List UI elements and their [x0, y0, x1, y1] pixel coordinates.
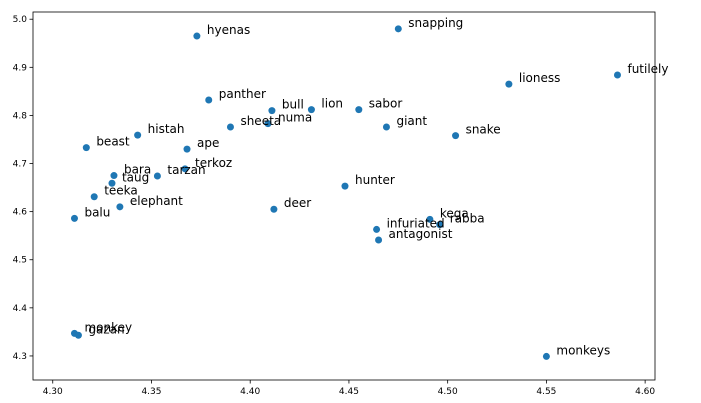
- x-tick-label: 4.30: [43, 387, 63, 397]
- data-point: [70, 214, 78, 222]
- point-label: bull: [282, 98, 304, 112]
- data-point: [373, 225, 381, 233]
- y-tick-label: 4.9: [13, 63, 28, 73]
- data-point: [116, 203, 124, 211]
- point-label: futilely: [627, 62, 668, 76]
- data-point: [82, 144, 90, 152]
- x-tick-label: 4.45: [339, 387, 359, 397]
- data-point: [436, 221, 444, 229]
- point-label: snake: [466, 123, 501, 137]
- data-point: [268, 107, 276, 115]
- point-label: sheeta: [240, 114, 281, 128]
- data-point: [270, 205, 278, 213]
- data-point: [134, 131, 142, 139]
- point-label: monkey: [84, 320, 132, 334]
- data-point: [226, 123, 234, 131]
- y-tick-label: 4.7: [13, 160, 27, 170]
- x-tick-label: 4.40: [240, 387, 260, 397]
- point-label: ape: [197, 136, 219, 150]
- point-label: gazan: [88, 322, 124, 336]
- data-point: [193, 32, 201, 40]
- plot-frame: [32, 11, 656, 381]
- data-point: [183, 145, 191, 153]
- point-label: balu: [84, 205, 110, 219]
- data-point: [426, 215, 434, 223]
- point-label: monkeys: [556, 343, 610, 357]
- point-label: tarzan: [167, 163, 205, 177]
- data-point: [205, 96, 213, 104]
- data-point: [181, 165, 189, 173]
- point-label: antagonist: [389, 227, 453, 241]
- y-tick-label: 4.6: [13, 208, 28, 218]
- data-point: [452, 132, 460, 140]
- y-tick-label: 4.5: [13, 256, 27, 266]
- x-tick-label: 4.60: [635, 387, 655, 397]
- point-label: kega: [440, 206, 469, 220]
- point-label: infuriated: [387, 216, 445, 230]
- data-point: [355, 106, 363, 114]
- y-axis-ticks: 4.3 4.4 4.5 4.6 4.7 4.8 4.9 5.0: [13, 15, 33, 362]
- x-tick-label: 4.50: [438, 387, 458, 397]
- y-tick-label: 5.0: [13, 15, 28, 25]
- point-label: beast: [96, 135, 130, 149]
- point-label: bara: [124, 163, 151, 177]
- data-point: [153, 172, 161, 180]
- data-point: [382, 123, 390, 131]
- point-label: hyenas: [207, 23, 250, 37]
- point-label: deer: [284, 196, 311, 210]
- data-point: [375, 236, 383, 244]
- point-label: teeka: [104, 184, 138, 198]
- point-label: numa: [278, 111, 312, 125]
- point-label: rabba: [450, 212, 485, 226]
- point-label: giant: [396, 114, 427, 128]
- y-tick-label: 4.3: [13, 352, 27, 362]
- point-label: terkoz: [195, 156, 232, 170]
- x-axis-ticks: 4.30 4.35 4.40 4.45 4.50 4.55 4.60: [43, 380, 655, 397]
- point-labels: hyenas snapping lioness futilely panther bull…: [84, 16, 668, 358]
- point-label: panther: [219, 87, 266, 101]
- point-label: hunter: [355, 173, 395, 187]
- data-points: [70, 25, 621, 360]
- y-tick-label: 4.8: [13, 111, 28, 121]
- data-point: [542, 352, 550, 360]
- data-point: [74, 331, 82, 339]
- data-point: [613, 71, 621, 79]
- data-point: [90, 193, 98, 201]
- point-label: lion: [321, 97, 343, 111]
- data-point: [394, 25, 402, 33]
- data-point: [110, 172, 118, 180]
- point-label: elephant: [130, 194, 183, 208]
- data-point: [505, 80, 513, 88]
- point-label: lioness: [519, 71, 561, 85]
- point-label: sabor: [369, 97, 403, 111]
- data-point: [264, 120, 272, 128]
- x-tick-label: 4.35: [141, 387, 161, 397]
- point-label: taug: [122, 170, 149, 184]
- data-point: [341, 182, 349, 190]
- data-point: [108, 179, 116, 187]
- y-tick-label: 4.4: [13, 304, 28, 314]
- data-point: [307, 106, 315, 114]
- point-label: snapping: [408, 16, 463, 30]
- x-tick-label: 4.55: [536, 387, 556, 397]
- point-label: histah: [148, 122, 185, 136]
